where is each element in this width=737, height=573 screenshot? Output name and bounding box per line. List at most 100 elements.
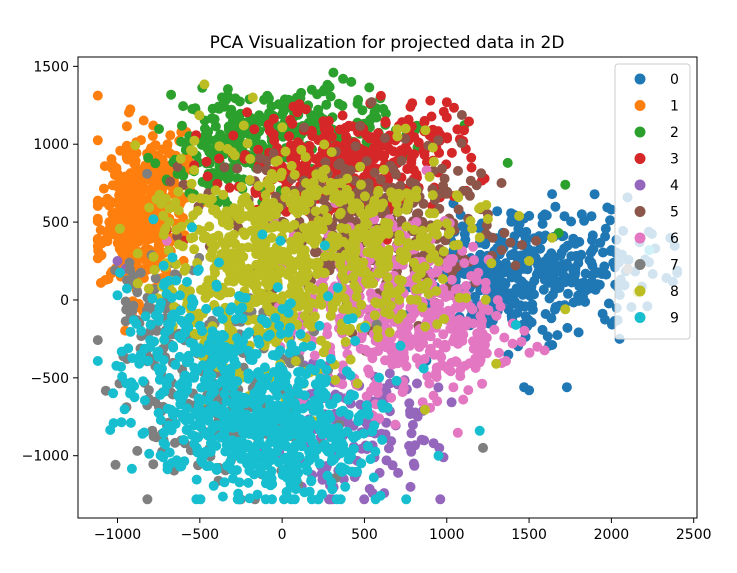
data-point xyxy=(427,190,438,201)
data-point xyxy=(112,256,123,266)
data-point xyxy=(124,204,135,215)
data-point xyxy=(306,475,317,486)
data-point xyxy=(340,481,351,492)
data-point xyxy=(214,306,225,317)
data-point xyxy=(237,302,248,313)
data-point xyxy=(201,137,212,148)
data-point xyxy=(316,489,327,500)
data-point xyxy=(350,335,361,346)
data-point xyxy=(322,329,333,340)
data-point xyxy=(429,249,440,260)
data-point xyxy=(92,135,103,146)
data-point xyxy=(175,153,186,164)
data-point xyxy=(119,404,130,415)
legend-box xyxy=(614,63,691,340)
data-point xyxy=(456,110,467,120)
data-point xyxy=(452,427,463,438)
data-point xyxy=(502,157,513,168)
data-point xyxy=(392,131,403,142)
data-point xyxy=(170,359,181,370)
data-point xyxy=(393,467,404,478)
data-point xyxy=(273,155,283,166)
data-point xyxy=(480,294,491,305)
data-point xyxy=(290,345,301,356)
data-point xyxy=(353,416,364,427)
data-point xyxy=(507,338,518,349)
data-point xyxy=(362,247,373,257)
data-point xyxy=(346,451,356,462)
legend-label: 4 xyxy=(670,178,679,194)
data-point xyxy=(95,277,106,288)
data-point xyxy=(292,208,303,219)
data-point xyxy=(550,266,561,277)
data-point xyxy=(384,368,395,379)
y-tick-label: −500 xyxy=(31,371,69,387)
data-point xyxy=(359,146,370,156)
data-point xyxy=(252,163,263,174)
data-point xyxy=(411,209,422,219)
data-point xyxy=(189,135,200,146)
data-point xyxy=(256,314,267,325)
data-point xyxy=(307,126,317,137)
data-point xyxy=(386,436,397,447)
data-point xyxy=(200,292,211,303)
data-point xyxy=(150,158,161,169)
data-point xyxy=(373,345,384,356)
data-point xyxy=(305,283,316,294)
data-point xyxy=(505,237,516,248)
data-point xyxy=(401,494,412,505)
data-point xyxy=(412,378,422,389)
data-point xyxy=(510,319,521,330)
data-point xyxy=(187,193,198,204)
data-point xyxy=(392,206,403,217)
data-point xyxy=(347,431,358,442)
data-point xyxy=(482,214,493,224)
data-point xyxy=(268,383,279,394)
data-point xyxy=(456,138,467,149)
data-point xyxy=(406,311,417,322)
data-point xyxy=(143,152,154,163)
data-point xyxy=(197,226,207,236)
data-point xyxy=(211,462,222,473)
data-point xyxy=(563,288,573,299)
data-point xyxy=(431,372,442,382)
data-point xyxy=(423,288,434,299)
data-point xyxy=(518,301,529,312)
data-point xyxy=(362,219,373,230)
data-point xyxy=(487,232,498,243)
data-point xyxy=(264,175,274,186)
data-point xyxy=(468,241,478,252)
data-point xyxy=(318,86,329,97)
data-point xyxy=(153,346,164,357)
data-point xyxy=(422,371,433,381)
data-point xyxy=(328,67,339,78)
data-point xyxy=(463,385,474,396)
data-point xyxy=(243,416,254,426)
data-point xyxy=(568,233,579,244)
data-point xyxy=(489,324,500,335)
data-point xyxy=(218,189,229,200)
data-point xyxy=(416,434,427,445)
x-tick-label: 0 xyxy=(278,527,287,543)
data-point xyxy=(159,277,170,288)
data-point xyxy=(378,198,389,209)
data-point xyxy=(102,229,113,240)
data-point xyxy=(174,351,185,362)
data-point xyxy=(285,454,295,465)
data-point xyxy=(148,251,159,262)
data-point xyxy=(202,171,213,182)
data-point xyxy=(480,277,491,288)
data-point xyxy=(160,327,171,338)
data-point xyxy=(506,250,516,261)
data-point xyxy=(395,180,406,191)
data-point xyxy=(531,235,542,246)
data-point xyxy=(378,103,389,114)
data-point xyxy=(361,156,372,167)
data-point xyxy=(373,185,384,196)
data-point xyxy=(474,232,485,243)
data-point xyxy=(428,156,439,167)
data-point xyxy=(408,458,419,469)
data-point xyxy=(132,287,143,298)
data-point xyxy=(192,447,203,458)
data-point xyxy=(391,375,402,386)
